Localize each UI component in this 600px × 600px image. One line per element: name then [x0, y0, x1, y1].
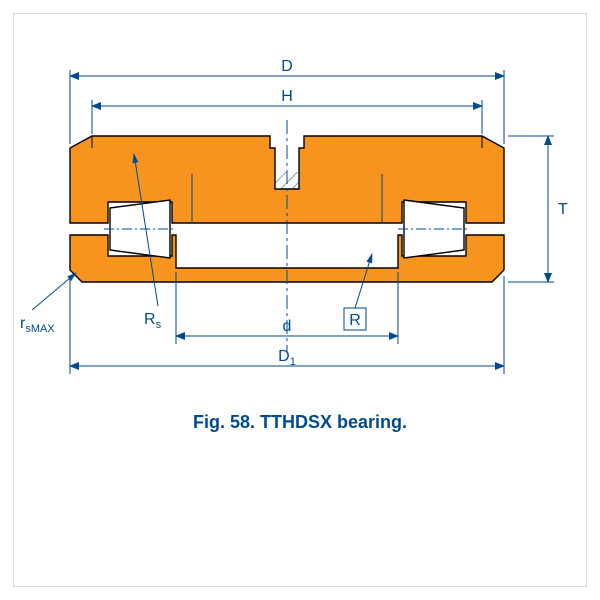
svg-text:H: H: [281, 88, 293, 105]
svg-text:D: D: [281, 58, 293, 75]
roller-left: [104, 200, 176, 258]
diagram-frame: D H d D1 T rsMAX Rs R: [13, 13, 587, 587]
svg-text:R: R: [349, 312, 361, 329]
roller-right: [398, 200, 470, 258]
dim-D1: D1: [70, 348, 504, 368]
figure-caption: Fig. 58. TTHDSX bearing.: [14, 412, 586, 433]
svg-text:d: d: [283, 318, 292, 335]
svg-text:Rs: Rs: [144, 311, 162, 331]
label-rsmax: rsMAX: [20, 273, 76, 335]
svg-text:T: T: [558, 201, 568, 218]
label-R: R: [344, 254, 372, 330]
dim-T: T: [548, 136, 568, 282]
svg-text:rsMAX: rsMAX: [20, 315, 55, 335]
dim-D: D: [70, 58, 504, 76]
dim-H: H: [92, 88, 482, 106]
svg-text:D1: D1: [278, 348, 296, 368]
bearing-diagram: D H d D1 T rsMAX Rs R: [14, 14, 588, 414]
